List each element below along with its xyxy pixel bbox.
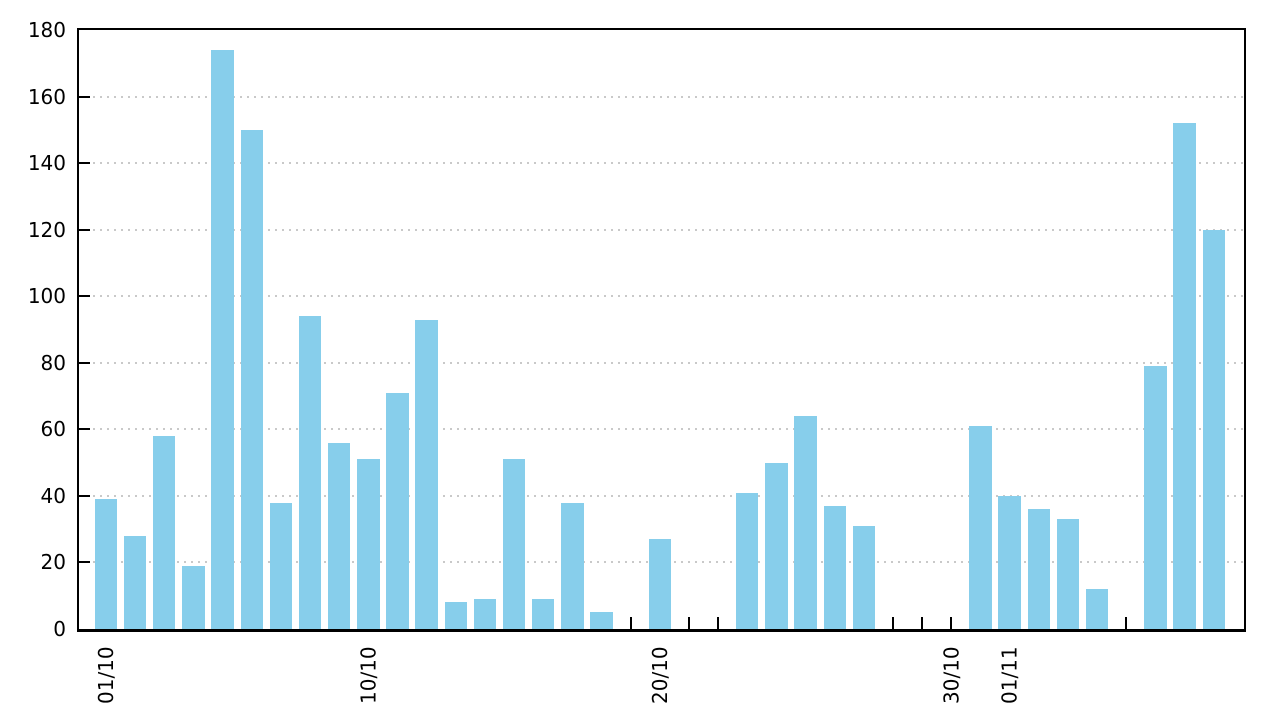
x-axis-tick	[717, 617, 720, 629]
bar	[153, 435, 176, 629]
y-axis-tick-label: 140	[27, 151, 66, 176]
bar	[998, 495, 1021, 629]
y-axis-tick-label: 120	[27, 217, 66, 242]
x-axis-tick-label: 01/11	[997, 646, 1022, 704]
bar	[386, 392, 409, 629]
bar	[502, 459, 526, 629]
bar	[182, 565, 205, 629]
y-axis-tick	[79, 95, 90, 98]
x-axis-line	[77, 629, 1246, 632]
bar	[590, 612, 613, 629]
y-axis-tick	[79, 494, 90, 497]
bar	[240, 129, 263, 629]
bar	[648, 539, 672, 629]
y-axis-tick	[79, 295, 90, 298]
bar	[1202, 229, 1225, 629]
x-axis-tick-label: 01/10	[94, 646, 118, 704]
x-axis-tick	[629, 617, 632, 629]
bar	[561, 502, 584, 629]
x-axis-tick-label: 20/10	[647, 646, 672, 704]
bar	[298, 316, 322, 629]
x-axis-tick	[950, 617, 953, 629]
bar	[415, 319, 438, 629]
y-axis-tick-label: 60	[40, 417, 66, 442]
bar	[357, 459, 380, 629]
bar	[1027, 509, 1050, 629]
bar	[123, 535, 147, 629]
axis-frame-right	[1244, 28, 1246, 632]
bar	[969, 426, 992, 629]
y-axis-tick-label: 0	[53, 617, 66, 641]
y-axis-tick-label: 100	[27, 284, 66, 309]
gridline	[79, 162, 1244, 165]
bar	[1085, 589, 1109, 629]
x-axis-tick	[688, 617, 690, 629]
gridline	[79, 95, 1244, 98]
gridline	[79, 295, 1244, 298]
y-axis-tick-label: 180	[27, 18, 66, 42]
y-axis-tick-label: 20	[40, 550, 66, 575]
x-axis-tick-label: 30/10	[939, 646, 964, 704]
gridline	[79, 428, 1244, 431]
y-axis-tick-label: 160	[27, 84, 66, 109]
gridline	[79, 361, 1244, 364]
bar	[532, 599, 555, 629]
x-axis-tick-label: 10/10	[356, 646, 381, 704]
bar	[328, 442, 351, 629]
y-axis-tick	[79, 561, 90, 564]
bar	[1173, 123, 1196, 629]
y-axis-tick-label: 40	[40, 483, 66, 508]
bar	[94, 499, 118, 629]
y-axis-tick	[79, 361, 90, 364]
bar	[473, 599, 497, 629]
x-axis-tick	[1125, 617, 1128, 629]
gridline	[79, 494, 1244, 497]
y-axis-tick-label: 80	[40, 350, 66, 375]
bar	[444, 602, 467, 629]
bar	[852, 525, 876, 629]
bar	[765, 462, 788, 629]
axis-frame-top	[77, 28, 1246, 30]
bar	[823, 505, 846, 629]
y-axis-tick	[79, 228, 90, 231]
x-axis-tick	[921, 617, 924, 629]
bar	[1144, 366, 1167, 629]
y-axis-tick	[79, 428, 90, 431]
gridline	[79, 228, 1244, 231]
y-axis-tick	[79, 162, 90, 165]
bar	[211, 49, 234, 629]
bar	[1056, 519, 1080, 629]
axis-frame-left	[77, 28, 79, 632]
bar	[736, 492, 759, 629]
bar	[269, 502, 293, 629]
x-axis-tick	[892, 617, 895, 629]
bar	[794, 416, 817, 629]
